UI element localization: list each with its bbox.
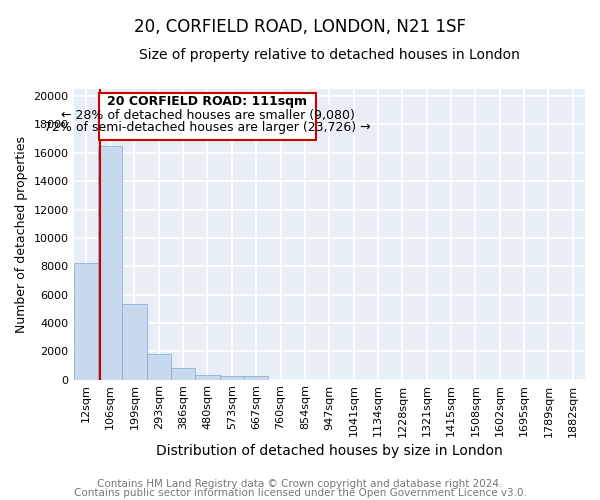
Bar bbox=[98, 146, 122, 380]
Bar bbox=[74, 264, 98, 380]
Bar bbox=[146, 354, 171, 380]
Text: ← 28% of detached houses are smaller (9,080): ← 28% of detached houses are smaller (9,… bbox=[61, 109, 355, 122]
Bar bbox=[244, 376, 268, 380]
Text: Contains HM Land Registry data © Crown copyright and database right 2024.: Contains HM Land Registry data © Crown c… bbox=[97, 479, 503, 489]
Text: 72% of semi-detached houses are larger (23,726) →: 72% of semi-detached houses are larger (… bbox=[44, 120, 371, 134]
Title: Size of property relative to detached houses in London: Size of property relative to detached ho… bbox=[139, 48, 520, 62]
Bar bbox=[220, 376, 244, 380]
Text: 20, CORFIELD ROAD, LONDON, N21 1SF: 20, CORFIELD ROAD, LONDON, N21 1SF bbox=[134, 18, 466, 36]
Bar bbox=[196, 374, 220, 380]
Y-axis label: Number of detached properties: Number of detached properties bbox=[15, 136, 28, 333]
X-axis label: Distribution of detached houses by size in London: Distribution of detached houses by size … bbox=[156, 444, 503, 458]
Bar bbox=[99, 94, 316, 140]
Bar bbox=[171, 368, 196, 380]
Text: 20 CORFIELD ROAD: 111sqm: 20 CORFIELD ROAD: 111sqm bbox=[107, 95, 307, 108]
Bar bbox=[122, 304, 146, 380]
Text: Contains public sector information licensed under the Open Government Licence v3: Contains public sector information licen… bbox=[74, 488, 526, 498]
